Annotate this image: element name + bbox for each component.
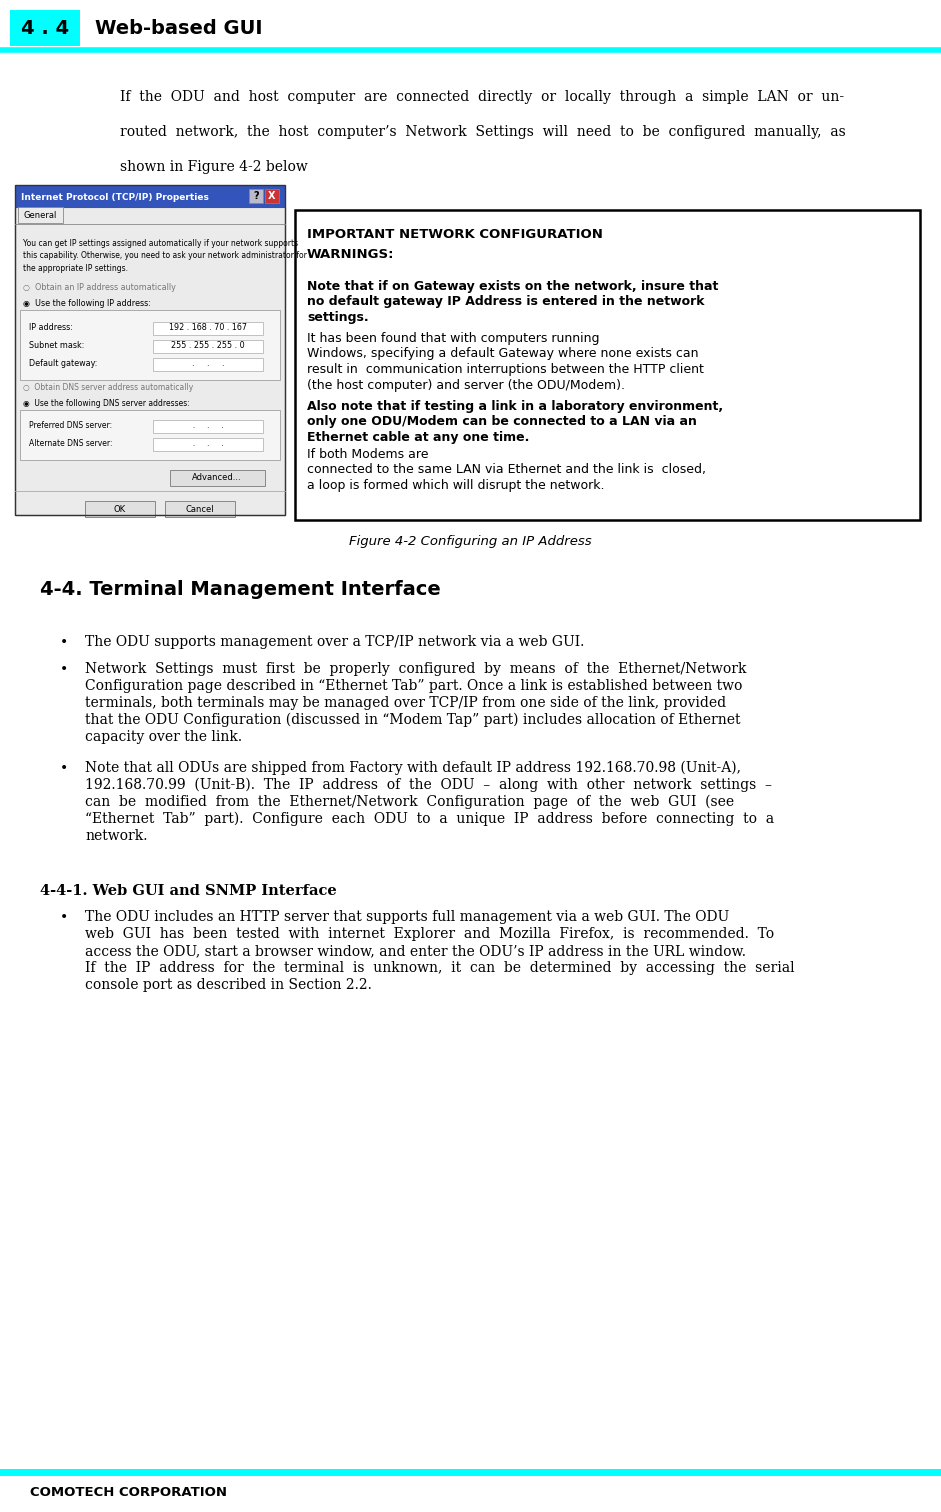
Text: COMOTECH CORPORATION: COMOTECH CORPORATION [30, 1485, 227, 1498]
Bar [295, 210, 920, 520]
Text: 192 . 168 . 70 . 167: 192 . 168 . 70 . 167 [169, 324, 247, 333]
Text: Note that if on Gateway exists on the network, insure that
no default gateway IP: Note that if on Gateway exists on the ne… [307, 280, 718, 324]
Text: X: X [268, 191, 276, 201]
Text: Preferred DNS server:: Preferred DNS server: [29, 422, 112, 431]
Text: WARNINGS:: WARNINGS: [307, 248, 394, 262]
Bar [15, 184, 285, 516]
Text: 4 . 4: 4 . 4 [21, 18, 69, 38]
Text: OK: OK [114, 505, 126, 514]
Bar [249, 189, 263, 203]
Bar [170, 470, 265, 485]
Text: If  the  ODU  and  host  computer  are  connected  directly  or  locally  throug: If the ODU and host computer are connect… [120, 91, 844, 104]
Bar [165, 500, 235, 517]
Text: web  GUI  has  been  tested  with  internet  Explorer  and  Mozilla  Firefox,  i: web GUI has been tested with internet Ex… [85, 927, 774, 940]
Bar [15, 184, 285, 207]
Bar [153, 340, 263, 352]
Text: ◉  Use the following IP address:: ◉ Use the following IP address: [23, 299, 151, 308]
Text: •: • [60, 761, 69, 776]
Text: network.: network. [85, 829, 148, 844]
Text: IP address:: IP address: [29, 324, 72, 333]
Text: ?: ? [253, 191, 259, 201]
Text: “Ethernet  Tab”  part).  Configure  each  ODU  to  a  unique  IP  address  befor: “Ethernet Tab” part). Configure each ODU… [85, 812, 774, 827]
Bar [153, 322, 263, 336]
Text: General: General [24, 210, 56, 219]
Text: ◉  Use the following DNS server addresses:: ◉ Use the following DNS server addresses… [23, 399, 190, 408]
Text: Default gateway:: Default gateway: [29, 360, 97, 369]
Bar [20, 310, 280, 380]
Bar [85, 500, 155, 517]
Text: .     .     .: . . . [188, 422, 228, 431]
Text: The ODU supports management over a TCP/IP network via a web GUI.: The ODU supports management over a TCP/I… [85, 635, 584, 649]
Text: capacity over the link.: capacity over the link. [85, 730, 242, 744]
Text: Advanced...: Advanced... [192, 473, 242, 482]
Text: IMPORTANT NETWORK CONFIGURATION: IMPORTANT NETWORK CONFIGURATION [307, 228, 603, 240]
Text: It has been found that with computers running
Windows, specifying a default Gate: It has been found that with computers ru… [307, 333, 704, 392]
Text: •: • [60, 662, 69, 676]
Text: console port as described in Section 2.2.: console port as described in Section 2.2… [85, 978, 372, 992]
Bar [20, 410, 280, 460]
Text: Network  Settings  must  first  be  properly  configured  by  means  of  the  Et: Network Settings must first be properly … [85, 662, 746, 676]
Text: •: • [60, 910, 69, 924]
Text: The ODU includes an HTTP server that supports full management via a web GUI. The: The ODU includes an HTTP server that sup… [85, 910, 729, 924]
Text: Note that all ODUs are shipped from Factory with default IP address 192.168.70.9: Note that all ODUs are shipped from Fact… [85, 761, 741, 776]
Text: •: • [60, 635, 69, 649]
Text: shown in Figure 4-2 below: shown in Figure 4-2 below [120, 160, 308, 174]
Bar [10, 11, 80, 45]
Text: 255 . 255 . 255 . 0: 255 . 255 . 255 . 0 [171, 342, 245, 351]
Text: Configuration page described in “Ethernet Tab” part. Once a link is established : Configuration page described in “Etherne… [85, 679, 742, 692]
Bar [18, 207, 63, 222]
Text: ○  Obtain DNS server address automatically: ○ Obtain DNS server address automaticall… [23, 383, 193, 392]
Text: .     .     .: . . . [188, 440, 228, 449]
Bar [15, 207, 285, 516]
Text: can  be  modified  from  the  Ethernet/Network  Configuration  page  of  the  we: can be modified from the Ethernet/Networ… [85, 795, 734, 809]
Text: that the ODU Configuration (discussed in “Modem Tap” part) includes allocation o: that the ODU Configuration (discussed in… [85, 714, 741, 727]
Text: Web-based GUI: Web-based GUI [95, 18, 263, 38]
Text: If  the  IP  address  for  the  terminal  is  unknown,  it  can  be  determined : If the IP address for the terminal is un… [85, 962, 794, 975]
Text: Internet Protocol (TCP/IP) Properties: Internet Protocol (TCP/IP) Properties [21, 192, 209, 201]
Text: access the ODU, start a browser window, and enter the ODU’s IP address in the UR: access the ODU, start a browser window, … [85, 943, 746, 959]
Text: Also note that if testing a link in a laboratory environment,
only one ODU/Modem: Also note that if testing a link in a la… [307, 401, 723, 445]
Text: If both Modems are
connected to the same LAN via Ethernet and the link is  close: If both Modems are connected to the same… [307, 448, 706, 491]
Bar [153, 358, 263, 370]
Text: .     .     .: . . . [186, 360, 230, 369]
Text: Subnet mask:: Subnet mask: [29, 342, 85, 351]
Bar [153, 438, 263, 451]
Text: routed  network,  the  host  computer’s  Network  Settings  will  need  to  be  : routed network, the host computer’s Netw… [120, 125, 846, 139]
Text: 4-4-1. Web GUI and SNMP Interface: 4-4-1. Web GUI and SNMP Interface [40, 885, 337, 898]
Text: 4-4. Terminal Management Interface: 4-4. Terminal Management Interface [40, 581, 440, 599]
Text: terminals, both terminals may be managed over TCP/IP from one side of the link, : terminals, both terminals may be managed… [85, 696, 726, 711]
Bar [265, 189, 279, 203]
Text: 192.168.70.99  (Unit-B).  The  IP  address  of  the  ODU  –  along  with  other : 192.168.70.99 (Unit-B). The IP address o… [85, 779, 772, 792]
Text: Figure 4-2 Configuring an IP Address: Figure 4-2 Configuring an IP Address [349, 535, 592, 547]
Text: ○  Obtain an IP address automatically: ○ Obtain an IP address automatically [23, 283, 176, 292]
Text: Cancel: Cancel [185, 505, 215, 514]
Text: You can get IP settings assigned automatically if your network supports
this cap: You can get IP settings assigned automat… [23, 239, 307, 274]
Bar [153, 420, 263, 432]
Text: Alternate DNS server:: Alternate DNS server: [29, 440, 113, 449]
